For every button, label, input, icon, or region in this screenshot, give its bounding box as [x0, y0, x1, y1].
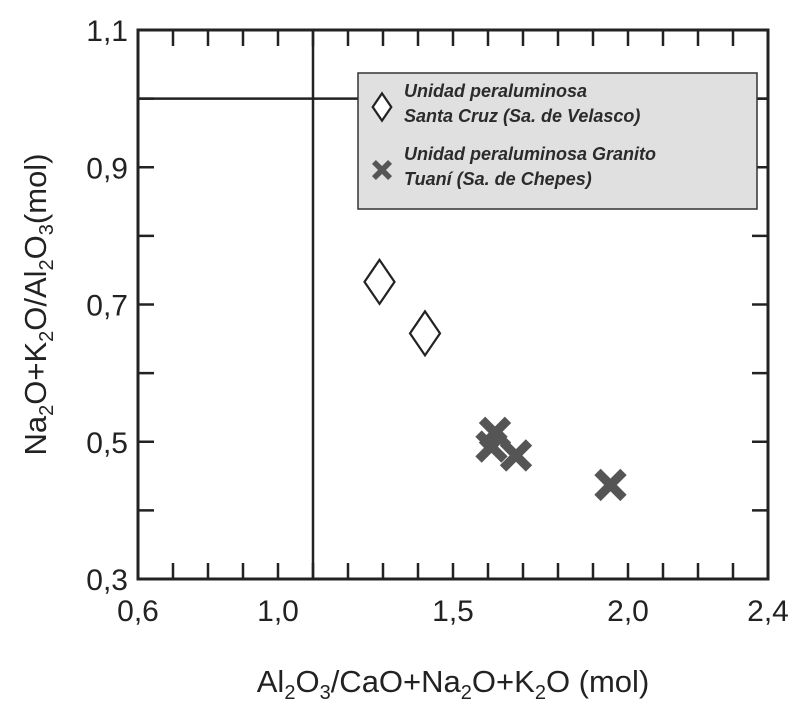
legend-x-marker — [371, 159, 393, 181]
legend-diamond-marker-shape — [371, 91, 393, 123]
y-tick-label: 0,3 — [86, 564, 128, 597]
axis-ticks — [138, 30, 768, 579]
legend-diamond-marker — [371, 91, 393, 123]
y-tick-label: 0,9 — [86, 152, 128, 185]
x-point — [594, 468, 627, 502]
data-points — [363, 257, 627, 502]
legend: Unidad peraluminosa Santa Cruz (Sa. de Ve… — [357, 72, 758, 210]
x-tick-label: 0,6 — [117, 595, 159, 628]
legend-x-marker-shape — [371, 159, 393, 181]
x-point — [499, 439, 533, 472]
tick-labels: 0,6 1,0 1,5 2,0 2,4 0,3 0,5 0,7 0,9 1,1 — [86, 15, 789, 628]
x-tick-label: 1,0 — [257, 595, 299, 628]
x-point — [475, 430, 508, 463]
legend-label: Tuaní (Sa. de Chepes) — [404, 169, 592, 189]
x-tick-label: 1,5 — [432, 595, 474, 628]
x-tick-label: 2,0 — [607, 595, 649, 628]
diamond-point — [408, 309, 442, 358]
diamond-point — [363, 257, 396, 306]
x-point-shape — [475, 430, 508, 463]
y-axis-title: Na2O+K2O/Al2O3(mol) — [18, 153, 58, 455]
legend-label: Santa Cruz (Sa. de Velasco) — [404, 106, 640, 126]
legend-label: Unidad peraluminosa Granito — [404, 144, 656, 164]
legend-label: Unidad peraluminosa — [404, 81, 587, 101]
y-tick-label: 0,5 — [86, 427, 128, 460]
x-point-shape — [594, 468, 627, 502]
diamond-point-shape — [363, 257, 396, 306]
diamond-point-shape — [408, 309, 442, 358]
legend-box — [357, 72, 758, 210]
x-tick-label: 2,4 — [747, 595, 789, 628]
y-tick-label: 0,7 — [86, 290, 128, 323]
x-axis-title: Al2O3/CaO+Na2O+K2O (mol) — [257, 664, 650, 704]
x-point-shape — [499, 439, 533, 472]
y-tick-label: 1,1 — [86, 15, 128, 48]
